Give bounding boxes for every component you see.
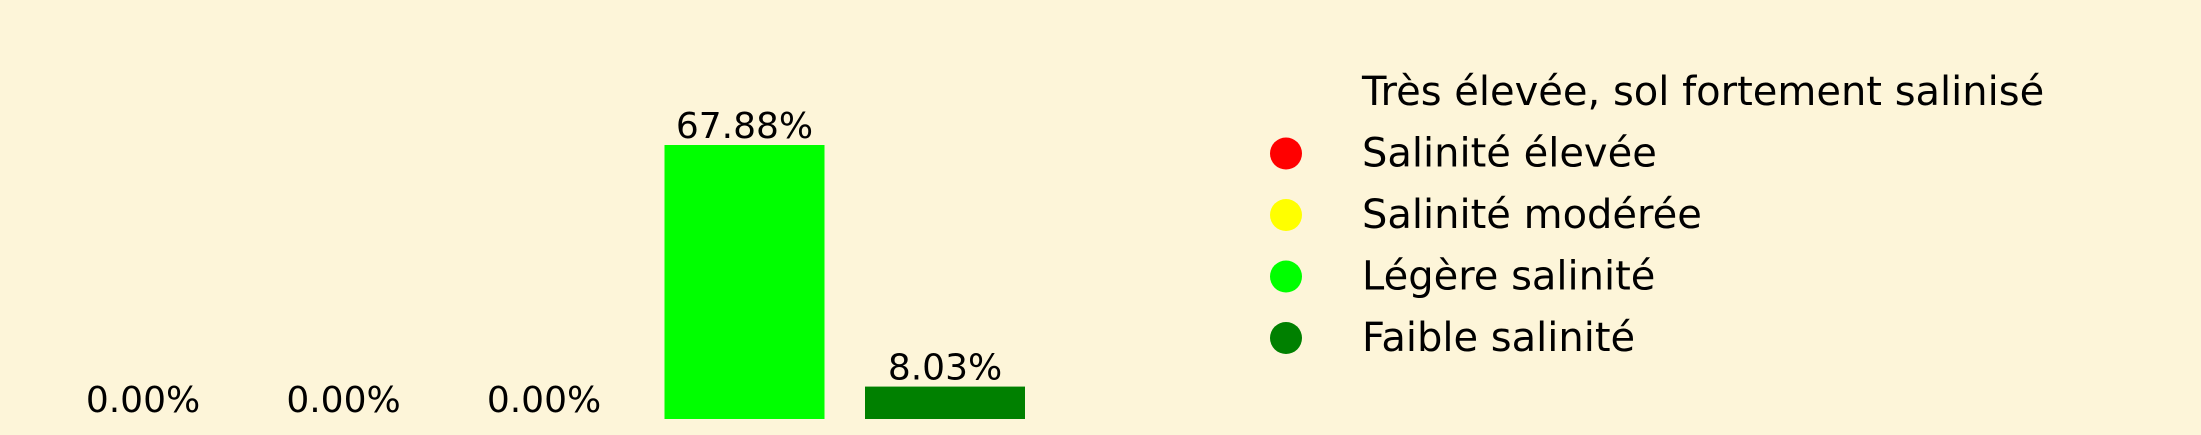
legend: Très élevée, sol fortement salinisé Salin… (1270, 69, 2044, 361)
legend-marker-2 (1270, 137, 1302, 170)
legend-label-2: Salinité élevée (1362, 131, 1657, 177)
bar-value-label-3: 0.00% (487, 380, 601, 421)
bar-5 (865, 386, 1025, 419)
legend-marker-5 (1270, 322, 1302, 354)
bar-4 (664, 145, 825, 419)
bar-value-label-4: 67.88% (676, 106, 813, 147)
legend-label-5: Faible salinité (1362, 315, 1635, 361)
bar-labels-group: 0.00% 0.00% 0.00% 67.88% 8.03% (86, 106, 1002, 421)
bar-value-label-5: 8.03% (888, 348, 1002, 389)
bar-value-label-2: 0.00% (286, 380, 400, 421)
legend-marker-4 (1270, 260, 1302, 293)
bar-value-label-1: 0.00% (86, 380, 200, 421)
bars-group (664, 145, 1025, 419)
legend-label-1: Très élevée, sol fortement salinisé (1361, 69, 2044, 115)
legend-label-3: Salinité modérée (1362, 192, 1702, 238)
legend-marker-3 (1270, 199, 1302, 231)
legend-marker-1 (1270, 76, 1302, 108)
legend-label-4: Légère salinité (1362, 254, 1655, 300)
